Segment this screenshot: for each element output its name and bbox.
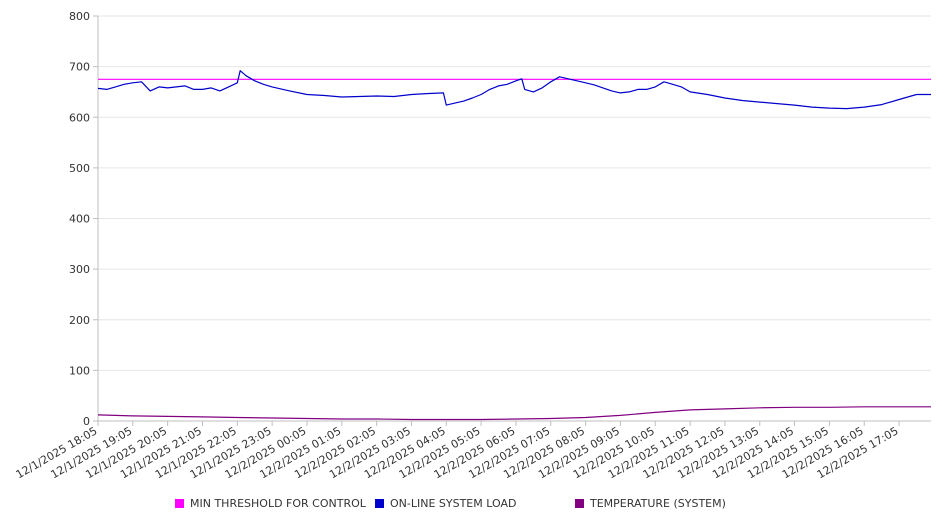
- line-chart: 0 100 200 300 400 500 600 700 800 12/1/2025 18:0…: [14, 10, 931, 481]
- legend-label-min-threshold: MIN THRESHOLD FOR CONTROL: [190, 497, 366, 510]
- legend-item-min-threshold: MIN THRESHOLD FOR CONTROL: [175, 497, 366, 510]
- y-tick-label: 600: [69, 111, 90, 124]
- y-tick-label: 0: [83, 415, 90, 428]
- legend-item-system-load: ON-LINE SYSTEM LOAD: [375, 497, 516, 510]
- y-tick-label: 200: [69, 314, 90, 327]
- legend: MIN THRESHOLD FOR CONTROL ON-LINE SYSTEM…: [0, 497, 946, 515]
- legend-swatch-system-load: [375, 499, 384, 508]
- series-lines: [97, 70, 931, 421]
- legend-swatch-min-threshold: [175, 499, 184, 508]
- y-tick-labels: 0 100 200 300 400 500 600 700 800: [69, 10, 90, 428]
- y-tick-label: 100: [69, 364, 90, 377]
- grid-lines: [98, 15, 931, 371]
- legend-item-temperature: TEMPERATURE (SYSTEM): [575, 497, 726, 510]
- legend-label-system-load: ON-LINE SYSTEM LOAD: [390, 497, 517, 510]
- y-tick-label: 400: [69, 213, 90, 226]
- y-tick-label: 300: [69, 263, 90, 276]
- y-tick-label: 500: [69, 162, 90, 175]
- y-tick-label: 800: [69, 10, 90, 23]
- system-load-line: [97, 70, 931, 110]
- temperature-line: [97, 406, 931, 421]
- y-tick-label: 700: [69, 61, 90, 74]
- axes: [93, 15, 931, 426]
- legend-label-temperature: TEMPERATURE (SYSTEM): [590, 497, 726, 510]
- legend-swatch-temperature: [575, 499, 584, 508]
